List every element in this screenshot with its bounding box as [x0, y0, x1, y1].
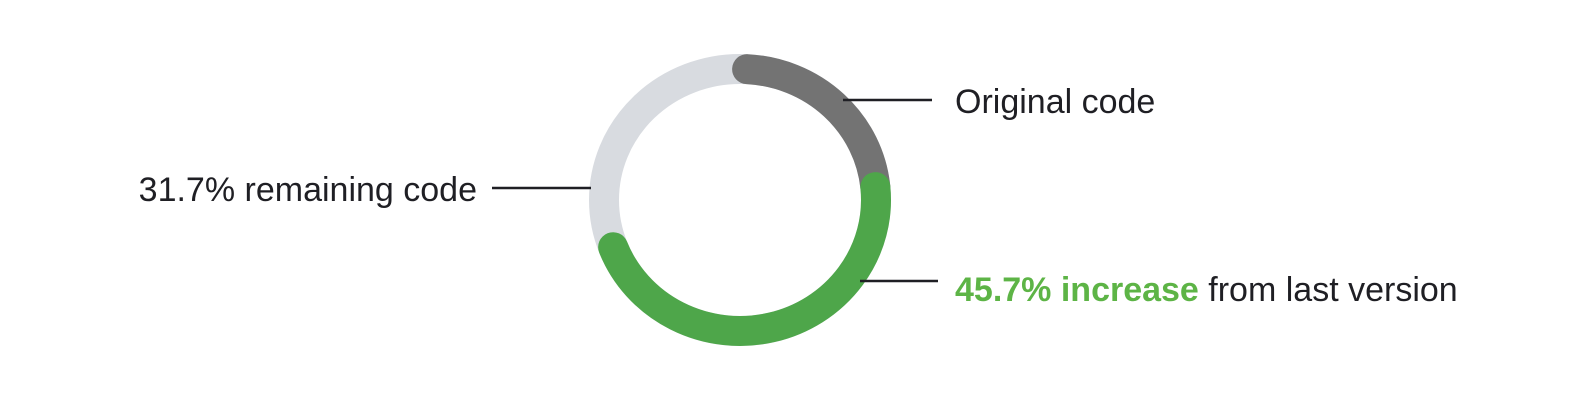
remaining-code-label: 31.7% remaining code — [139, 171, 477, 209]
increase-rest-text: from last version — [1199, 271, 1458, 309]
original-code-label: Original code — [955, 83, 1155, 121]
increase-value-text: 45.7% increase — [955, 271, 1199, 309]
original-code-segment — [732, 54, 891, 203]
increase-label: 45.7% increase from last version — [955, 271, 1458, 309]
increase-segment — [598, 172, 891, 346]
